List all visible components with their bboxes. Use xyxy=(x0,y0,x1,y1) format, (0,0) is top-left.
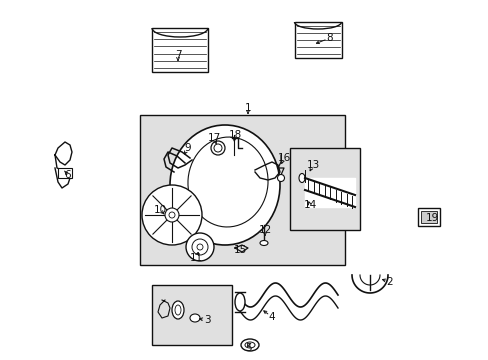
Text: 19: 19 xyxy=(425,213,438,223)
Bar xyxy=(289,148,359,230)
Text: 11: 11 xyxy=(189,253,202,263)
Circle shape xyxy=(192,239,207,255)
Text: 16: 16 xyxy=(277,153,290,163)
Ellipse shape xyxy=(241,339,259,351)
Ellipse shape xyxy=(235,293,244,311)
Text: 4: 4 xyxy=(268,312,275,322)
Text: 5: 5 xyxy=(244,343,251,353)
Text: 7: 7 xyxy=(174,50,181,60)
Ellipse shape xyxy=(244,342,254,348)
Text: 17: 17 xyxy=(207,133,220,143)
Bar xyxy=(294,22,341,58)
Circle shape xyxy=(164,208,179,222)
Ellipse shape xyxy=(277,175,284,181)
Bar xyxy=(152,28,207,72)
Ellipse shape xyxy=(172,301,183,319)
Text: 13: 13 xyxy=(306,160,319,170)
Circle shape xyxy=(169,212,175,218)
Ellipse shape xyxy=(170,125,280,245)
Text: 15: 15 xyxy=(233,245,246,255)
Ellipse shape xyxy=(175,305,181,315)
Text: 6: 6 xyxy=(64,170,71,180)
Ellipse shape xyxy=(298,174,305,183)
Bar xyxy=(420,211,436,223)
Ellipse shape xyxy=(187,137,267,227)
Bar xyxy=(58,168,72,178)
Bar xyxy=(152,285,231,345)
Bar xyxy=(140,115,345,265)
Ellipse shape xyxy=(260,240,267,246)
Text: 3: 3 xyxy=(203,315,210,325)
Circle shape xyxy=(185,233,214,261)
Text: 1: 1 xyxy=(244,103,251,113)
Text: 18: 18 xyxy=(228,130,241,140)
Ellipse shape xyxy=(210,141,224,155)
Text: 14: 14 xyxy=(303,200,316,210)
Circle shape xyxy=(197,244,203,250)
Text: 8: 8 xyxy=(326,33,333,43)
Text: 9: 9 xyxy=(184,143,191,153)
Text: 2: 2 xyxy=(386,277,392,287)
Text: 10: 10 xyxy=(153,205,166,215)
Text: 12: 12 xyxy=(258,225,271,235)
Ellipse shape xyxy=(214,144,222,152)
Bar xyxy=(417,208,439,226)
Ellipse shape xyxy=(190,314,200,322)
Circle shape xyxy=(142,185,202,245)
